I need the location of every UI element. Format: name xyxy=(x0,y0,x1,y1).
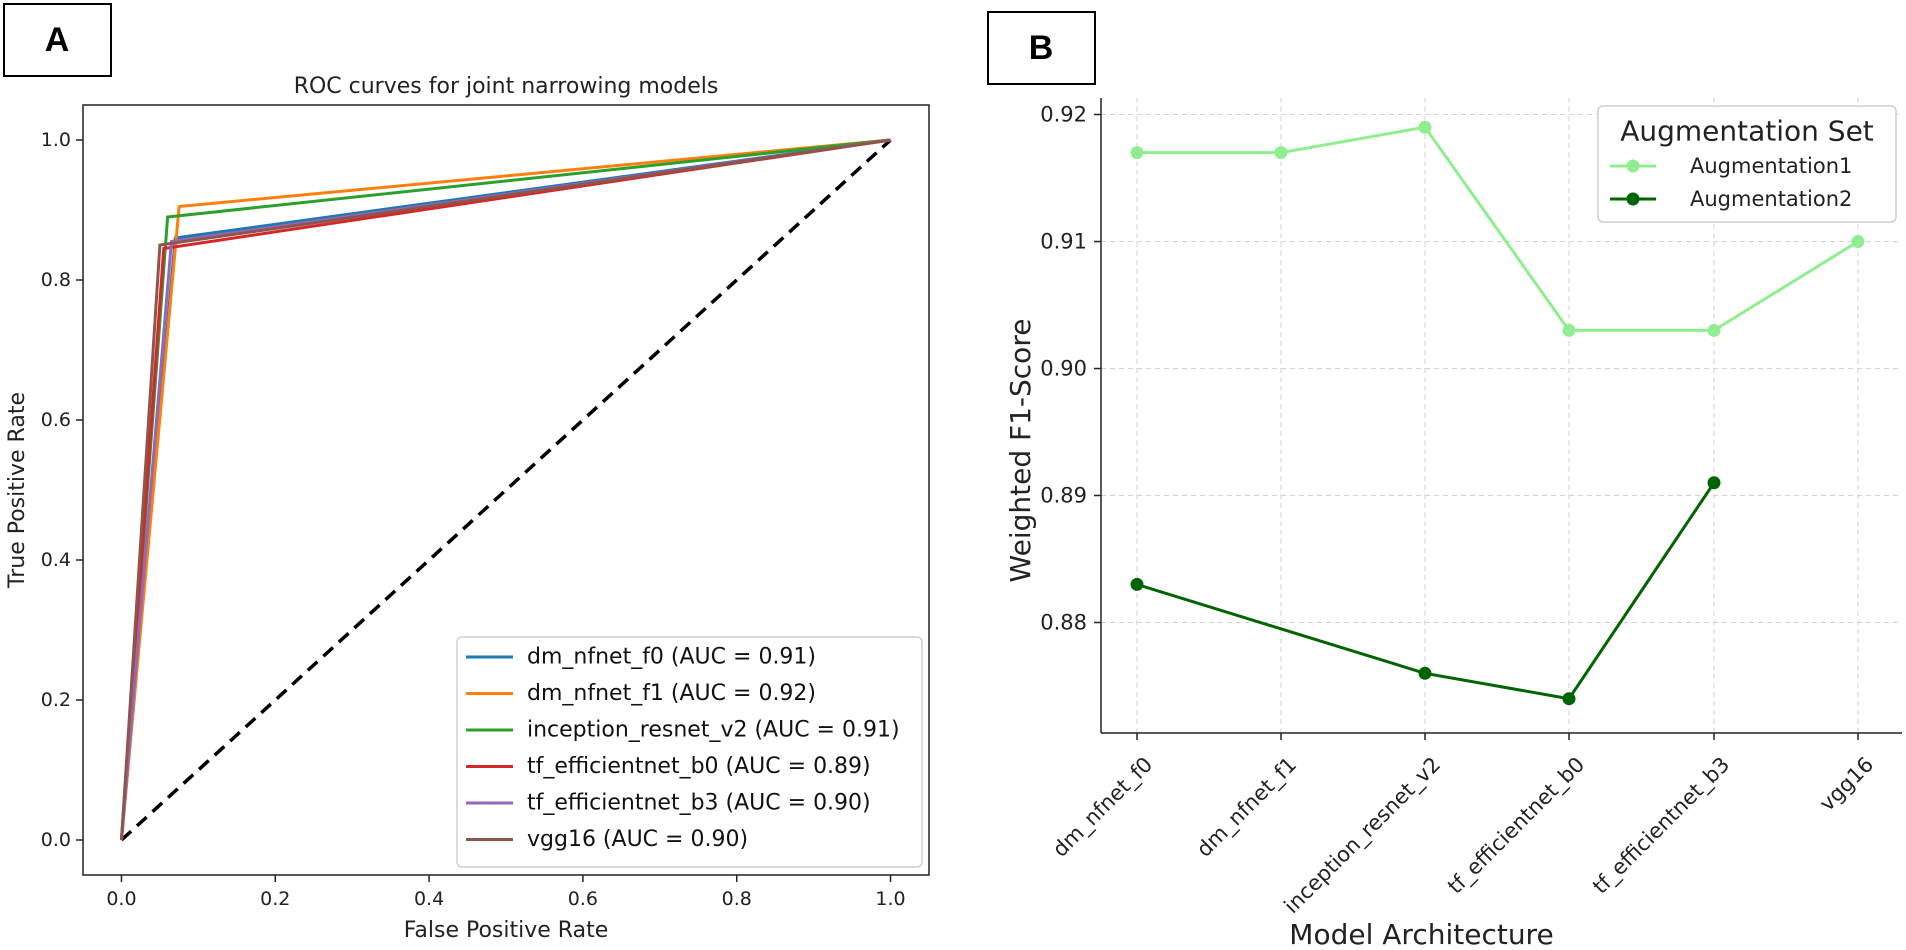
y-tick-label: 0.88 xyxy=(1040,611,1087,635)
y-tick-label: 0.2 xyxy=(41,689,71,711)
x-tick-label: dm_nfnet_f0 xyxy=(1048,752,1158,862)
x-tick-label: 1.0 xyxy=(875,888,905,910)
panel-a-label-box xyxy=(3,3,112,77)
f1-series-line xyxy=(1137,125,1859,332)
f1-data-point xyxy=(1130,146,1144,160)
roc-series-line xyxy=(119,138,891,841)
f1-data-point xyxy=(1851,235,1865,249)
roc-legend-entry: dm_nfnet_f0 (AUC = 0.91) xyxy=(527,645,816,670)
x-tick-label: tf_efficientnet_b3 xyxy=(1588,752,1735,899)
f1-data-point xyxy=(1130,577,1144,591)
panel-b-label-box xyxy=(987,11,1096,85)
y-tick-label: 0.91 xyxy=(1040,230,1087,254)
f1-legend-marker xyxy=(1626,192,1640,206)
y-tick-label: 0.4 xyxy=(41,549,71,571)
f1-data-point xyxy=(1418,666,1432,680)
f1-data-point xyxy=(1562,323,1576,337)
x-tick-label: dm_nfnet_f1 xyxy=(1192,752,1302,862)
x-axis-title: Model Architecture xyxy=(1289,918,1553,950)
roc-legend-entry: tf_efficientnet_b3 (AUC = 0.90) xyxy=(527,791,871,816)
f1-chart: 0.88 0.89 0.90 0.91 0.92 dm_nfnet_f0 dm_nfnet_… xyxy=(1004,98,1902,950)
roc-legend-box xyxy=(456,636,923,868)
roc-legend-entry: dm_nfnet_f1 (AUC = 0.92) xyxy=(527,681,816,706)
x-tick-label: inception_resnet_v2 xyxy=(1280,752,1446,918)
f1-legend-entry: Augmentation2 xyxy=(1690,187,1852,211)
x-tick-label: 0.4 xyxy=(414,888,444,910)
y-tick-label: 0.8 xyxy=(41,269,71,291)
f1-data-point xyxy=(1707,323,1721,337)
chance-reference-line xyxy=(120,138,892,842)
x-axis-title: False Positive Rate xyxy=(404,918,608,943)
y-tick-label: 0.90 xyxy=(1040,357,1087,381)
x-tick-label: 0.6 xyxy=(568,888,598,910)
f1-data-point xyxy=(1274,146,1288,160)
roc-legend-entry: tf_efficientnet_b0 (AUC = 0.89) xyxy=(527,754,871,779)
f1-data-point xyxy=(1418,120,1432,134)
f1-legend-entry: Augmentation1 xyxy=(1690,154,1852,178)
y-tick-label: 1.0 xyxy=(41,129,71,151)
roc-legend-entry: inception_resnet_v2 (AUC = 0.91) xyxy=(527,718,900,743)
y-axis-title: Weighted F1-Score xyxy=(1004,319,1037,583)
x-tick-label: vgg16 xyxy=(1815,752,1879,816)
roc-series-line xyxy=(119,138,891,841)
f1-legend-box xyxy=(1597,105,1897,223)
y-tick-label: 0.89 xyxy=(1040,484,1087,508)
y-tick-label: 0.0 xyxy=(41,829,71,851)
x-tick-label: tf_efficientnet_b0 xyxy=(1443,752,1590,899)
x-tick-label: 0.8 xyxy=(722,888,752,910)
f1-legend-title: Augmentation Set xyxy=(1620,115,1874,148)
panel-b-label: B xyxy=(1029,29,1054,67)
f1-series-line xyxy=(1136,481,1716,701)
x-tick-label: 0.2 xyxy=(260,888,290,910)
f1-legend-marker xyxy=(1626,159,1640,173)
x-tick-label: 0.0 xyxy=(106,888,136,910)
y-tick-label: 0.6 xyxy=(41,409,71,431)
roc-chart: ROC curves for joint narrowing models 0.0… xyxy=(5,74,930,943)
f1-data-point xyxy=(1562,692,1576,706)
y-tick-label: 0.92 xyxy=(1040,103,1087,127)
panel-a-label: A xyxy=(45,21,70,59)
y-axis-title: True Positive Rate xyxy=(5,392,30,589)
roc-legend-entry: vgg16 (AUC = 0.90) xyxy=(527,827,748,852)
roc-chart-title: ROC curves for joint narrowing models xyxy=(294,74,719,99)
f1-data-point xyxy=(1707,476,1721,490)
